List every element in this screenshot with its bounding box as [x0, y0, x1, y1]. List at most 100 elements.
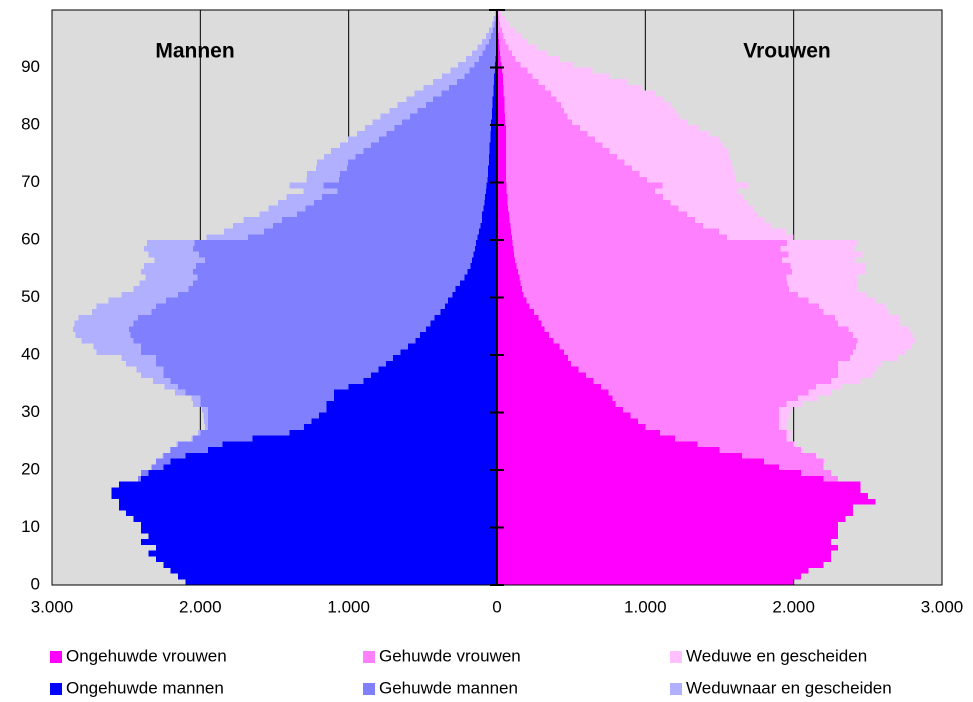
- bar: [497, 458, 764, 465]
- bar: [497, 355, 569, 361]
- bar: [200, 395, 334, 401]
- bar: [600, 383, 816, 390]
- bar: [594, 136, 720, 143]
- bar: [497, 251, 515, 258]
- bar: [498, 27, 502, 33]
- bar: [544, 326, 849, 332]
- bar: [503, 90, 552, 97]
- bar: [482, 50, 496, 56]
- bar: [464, 274, 497, 281]
- bar: [563, 349, 853, 355]
- y-tick-label: 40: [21, 344, 40, 363]
- bar: [163, 366, 379, 373]
- bar: [522, 286, 790, 292]
- bar: [273, 222, 481, 229]
- bar: [425, 326, 497, 332]
- annotation: Vrouwen: [743, 40, 831, 63]
- bar: [497, 171, 506, 177]
- bar: [497, 188, 507, 194]
- bar: [502, 67, 528, 74]
- bar: [118, 498, 497, 505]
- bar: [497, 395, 613, 401]
- bar: [494, 79, 497, 85]
- bar: [479, 56, 496, 62]
- bar: [204, 257, 472, 263]
- bar: [474, 61, 496, 68]
- bar: [316, 159, 348, 166]
- bar: [497, 165, 506, 171]
- bar: [639, 171, 735, 177]
- bar: [166, 297, 449, 304]
- bar: [185, 452, 497, 459]
- bar: [571, 360, 839, 367]
- bar: [486, 33, 492, 39]
- bar: [498, 38, 506, 45]
- bar: [497, 73, 503, 79]
- bar: [545, 84, 642, 91]
- bar: [75, 332, 131, 338]
- bar: [491, 113, 497, 120]
- bar: [838, 372, 873, 378]
- bar: [815, 452, 818, 459]
- bar: [532, 73, 610, 79]
- bar: [414, 90, 442, 97]
- bar: [786, 401, 803, 407]
- bar: [508, 211, 687, 217]
- bar: [492, 27, 497, 33]
- bar: [697, 441, 794, 447]
- bar: [617, 153, 730, 160]
- bar: [450, 67, 470, 74]
- bar: [224, 228, 265, 235]
- bar: [74, 320, 134, 327]
- bar: [497, 567, 809, 574]
- bar: [520, 280, 788, 286]
- bar: [497, 205, 509, 212]
- bar: [497, 314, 539, 321]
- bar: [497, 303, 530, 309]
- bar: [516, 263, 791, 269]
- bar: [133, 516, 498, 522]
- bar: [152, 378, 171, 384]
- bar: [386, 130, 491, 137]
- bar: [192, 280, 460, 286]
- legend-swatch: [670, 651, 682, 663]
- bar: [505, 176, 647, 183]
- bar: [838, 360, 882, 367]
- bar: [497, 550, 831, 557]
- bar: [433, 79, 457, 85]
- bar: [465, 56, 480, 62]
- bar: [506, 188, 655, 194]
- bar: [788, 251, 863, 258]
- bar: [268, 205, 306, 212]
- bar: [567, 113, 681, 120]
- bar: [198, 251, 474, 258]
- y-tick-label: 70: [21, 172, 40, 191]
- bar: [637, 418, 779, 424]
- bar: [497, 464, 779, 470]
- bar: [467, 268, 497, 275]
- bar: [497, 153, 506, 160]
- bar: [488, 153, 497, 160]
- bar: [497, 148, 506, 154]
- bar: [108, 297, 167, 304]
- bar: [563, 107, 675, 114]
- bar: [787, 280, 858, 286]
- bar: [497, 199, 508, 206]
- bar: [185, 579, 497, 585]
- bar: [72, 326, 130, 332]
- bar: [786, 435, 791, 442]
- bar: [503, 84, 546, 91]
- bar: [602, 142, 724, 148]
- bar: [490, 136, 497, 143]
- bar: [670, 199, 748, 206]
- legend-swatch: [50, 683, 62, 695]
- bar: [259, 211, 297, 217]
- bar: [663, 194, 744, 200]
- bar: [491, 33, 497, 39]
- bar: [501, 61, 521, 68]
- bar: [497, 113, 506, 120]
- bar: [660, 429, 787, 436]
- bar: [406, 96, 434, 102]
- bar: [455, 286, 497, 292]
- bar: [169, 447, 171, 453]
